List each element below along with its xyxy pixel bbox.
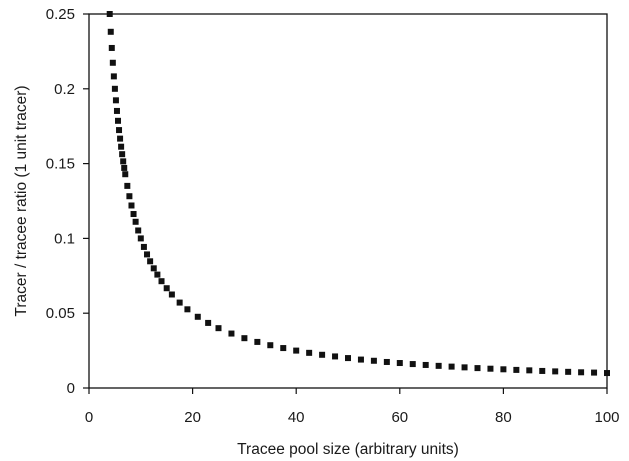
data-point	[132, 218, 139, 225]
data-point	[184, 306, 191, 313]
data-point	[135, 227, 142, 234]
x-axis-title: Tracee pool size (arbitrary units)	[237, 441, 459, 458]
data-point	[107, 28, 114, 35]
data-point	[118, 143, 125, 150]
x-tick-label: 20	[184, 409, 201, 426]
data-point	[500, 366, 507, 373]
data-point	[194, 313, 201, 320]
data-point	[552, 368, 559, 375]
y-tick-label: 0.05	[46, 305, 75, 322]
data-point	[215, 325, 222, 332]
data-point	[117, 135, 124, 142]
data-point	[147, 258, 154, 265]
data-point	[293, 347, 300, 354]
x-tick-label: 100	[594, 409, 619, 426]
data-point	[163, 285, 170, 292]
data-point	[474, 365, 481, 372]
data-point	[119, 151, 126, 158]
data-point	[332, 353, 339, 360]
data-point	[565, 368, 572, 375]
data-point	[168, 291, 175, 298]
data-point	[254, 338, 261, 345]
y-tick-label: 0	[67, 380, 75, 397]
data-point	[461, 364, 468, 371]
y-axis-ticks: 0 0.05 0.1 0.15 0.2 0.25	[46, 6, 89, 397]
data-point	[140, 243, 147, 250]
data-point	[112, 97, 119, 104]
x-tick-label: 60	[391, 409, 408, 426]
data-point	[116, 127, 123, 134]
data-point	[526, 367, 533, 374]
data-point	[422, 361, 429, 368]
x-tick-label: 80	[495, 409, 512, 426]
data-point	[158, 278, 165, 285]
data-point	[448, 363, 455, 370]
data-point	[124, 182, 131, 189]
data-point	[120, 158, 127, 165]
y-axis-title: Tracer / tracee ratio (1 unit tracer)	[13, 85, 30, 316]
data-point	[154, 271, 161, 278]
x-tick-label: 0	[85, 409, 93, 426]
data-point	[150, 265, 157, 272]
data-point	[513, 366, 520, 373]
data-point	[345, 355, 351, 362]
plot-frame	[88, 13, 608, 389]
data-point	[113, 107, 120, 114]
data-point	[578, 369, 585, 376]
data-point	[111, 85, 118, 92]
data-point	[130, 211, 137, 218]
data-point	[109, 59, 116, 66]
y-tick-label: 0.2	[54, 81, 75, 98]
data-point	[176, 299, 183, 306]
data-point	[122, 171, 129, 178]
data-point	[319, 351, 326, 358]
x-axis-ticks: 0 20 40 60 80 100	[85, 388, 620, 426]
data-point	[228, 330, 235, 337]
x-tick-label: 40	[288, 409, 305, 426]
data-point	[126, 193, 133, 200]
y-tick-label: 0.15	[46, 156, 75, 173]
data-point	[409, 361, 416, 368]
data-point	[137, 235, 144, 242]
data-point	[306, 349, 313, 356]
data-point	[121, 164, 128, 171]
data-point	[108, 44, 115, 51]
data-point	[487, 365, 494, 372]
data-point	[241, 335, 248, 342]
y-tick-label: 0.1	[54, 230, 75, 247]
data-point	[205, 319, 212, 326]
data-point	[539, 367, 546, 374]
data-point	[396, 360, 403, 367]
data-point	[144, 251, 151, 258]
y-tick-label: 0.25	[46, 6, 75, 23]
data-point	[115, 117, 122, 124]
data-point	[383, 358, 390, 365]
data-point	[110, 73, 117, 80]
data-point	[357, 356, 364, 363]
data-points-group	[106, 11, 610, 377]
data-point	[435, 362, 442, 369]
data-point	[280, 345, 287, 352]
data-point	[591, 369, 598, 376]
data-point	[370, 357, 377, 364]
data-point	[267, 342, 274, 349]
data-point	[128, 202, 135, 209]
